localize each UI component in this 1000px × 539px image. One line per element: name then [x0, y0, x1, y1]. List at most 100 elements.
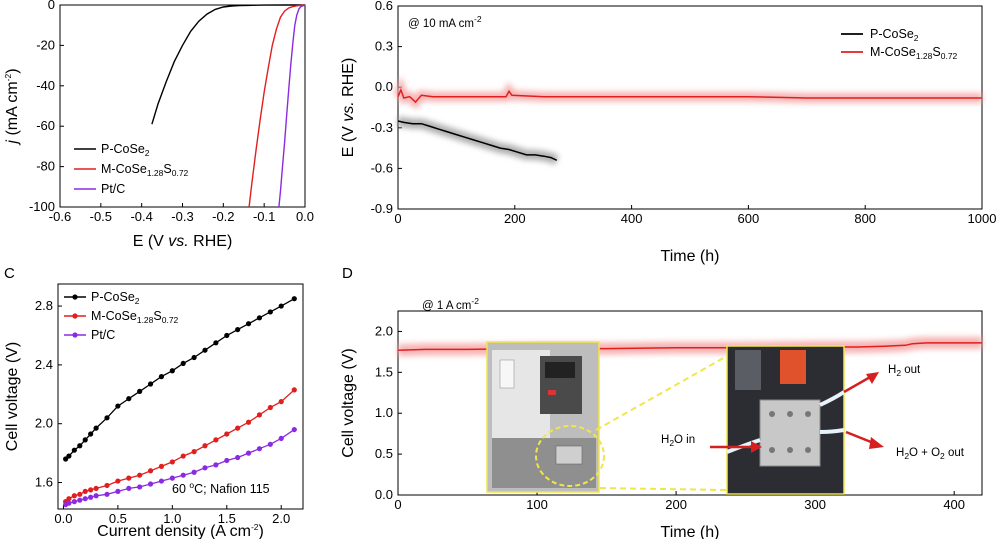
x-tick-label: 0	[394, 211, 401, 226]
data-point-p_cose2	[71, 447, 77, 453]
legend-marker-pt_c	[72, 332, 78, 338]
series-line-m_cose	[397, 87, 982, 104]
x-tick-label: -0.2	[212, 209, 234, 224]
legend-label: Pt/C	[91, 328, 115, 342]
panel-c-cell-voltage-chart: 0.0 0.5 1.0 1.5 2.0 1.6 2.0 2.4 2.8 Current densi…	[4, 283, 304, 539]
label-h2o-o2-out: H2O + O2 out	[896, 447, 965, 461]
data-point-m_cose	[278, 399, 284, 405]
arrow-h2o-o2-out	[845, 430, 884, 449]
y-tick-label: 2.0	[35, 416, 53, 431]
x-tick-label: 400	[621, 211, 643, 226]
data-point-p_cose2	[191, 354, 197, 361]
data-point-pt_c	[93, 493, 99, 499]
data-point-m_cose	[104, 482, 110, 489]
panel-b-stability-chart: 0 200 400 600 800 1000 0.6 0.3 0.0 -0.3 -0.6 -0.9 Ti…	[340, 0, 996, 265]
inset-zoom-line-top	[595, 355, 728, 431]
x-tick-label: 0	[394, 497, 401, 512]
y-tick-label: 0.0	[375, 79, 393, 94]
x-tick-label: 600	[738, 211, 760, 226]
data-point-m_cose	[213, 437, 219, 443]
data-point-m_cose	[126, 475, 132, 481]
data-point-pt_c	[191, 469, 197, 475]
data-point-pt_c	[180, 472, 186, 478]
panel-label-c: C	[4, 265, 15, 282]
x-axis-label: Time (h)	[661, 248, 720, 265]
y-tick-label: 0.3	[375, 39, 393, 54]
legend-marker-p_cose2	[72, 294, 78, 300]
annotation-current-density: @ 10 mA cm-2	[408, 14, 482, 30]
x-tick-label: 1000	[968, 211, 997, 226]
y-axis-label: E (V vs. RHE)	[340, 58, 357, 158]
plot-frame	[57, 283, 304, 510]
legend-label: Pt/C	[101, 182, 125, 196]
series-line-p_cose2	[151, 4, 305, 125]
data-point-m_cose	[267, 404, 273, 411]
x-axis-label: Time (h)	[661, 524, 720, 539]
inset-zoom-line-bottom	[599, 487, 728, 491]
legend-marker-m_cose	[72, 313, 78, 319]
x-tick-label: 300	[804, 497, 826, 512]
y-tick-label: 1.6	[35, 475, 53, 490]
data-point-m_cose	[224, 431, 230, 437]
panel-label-d: D	[342, 265, 353, 282]
y-tick-label: -0.6	[371, 160, 393, 175]
data-point-pt_c	[169, 475, 175, 481]
data-point-m_cose	[158, 463, 165, 469]
x-tick-label: 100	[526, 497, 548, 512]
data-point-pt_c	[245, 450, 252, 456]
data-point-p_cose2	[137, 388, 143, 394]
data-point-pt_c	[71, 499, 77, 505]
arrow-h2o-in	[710, 441, 762, 453]
data-point-pt_c	[256, 446, 263, 452]
legend-label: P-CoSe2​	[870, 27, 919, 43]
x-tick-label: 800	[854, 211, 876, 226]
data-point-p_cose2	[180, 360, 186, 367]
x-tick-label: 0.0	[296, 209, 314, 224]
data-point-pt_c	[66, 500, 72, 506]
y-tick-label: -40	[36, 78, 55, 93]
y-tick-label: -60	[36, 118, 55, 133]
data-point-pt_c	[88, 494, 94, 500]
data-point-p_cose2	[88, 431, 94, 437]
data-point-pt_c	[115, 488, 121, 494]
data-point-p_cose2	[245, 321, 252, 327]
data-point-m_cose	[235, 425, 241, 431]
data-point-p_cose2	[169, 368, 175, 374]
data-point-m_cose	[191, 449, 197, 455]
y-tick-label: 1.0	[375, 405, 393, 420]
data-point-m_cose	[169, 459, 175, 465]
data-point-p_cose2	[147, 381, 154, 387]
legend-label: P-CoSe2​	[91, 290, 140, 306]
data-point-pt_c	[202, 465, 208, 471]
data-point-pt_c	[267, 441, 273, 447]
data-point-m_cose	[66, 496, 72, 502]
panel-a-polarization-chart: -0.6 -0.5 -0.4 -0.3 -0.2 -0.1 0.0 0 -20 -40 -60 -80…	[3, 0, 314, 250]
data-point-p_cose2	[278, 303, 284, 309]
data-point-pt_c	[278, 435, 284, 442]
data-point-m_cose	[82, 488, 88, 494]
y-tick-label: -100	[29, 199, 55, 214]
label-h2o-in: H2O in	[661, 434, 695, 448]
inset-photo-setup	[486, 341, 605, 493]
data-point-m_cose	[202, 443, 208, 449]
data-point-p_cose2	[202, 347, 208, 353]
legend-label: P-CoSe2​	[101, 142, 150, 158]
data-point-m_cose	[137, 472, 143, 478]
data-point-p_cose2	[126, 396, 132, 402]
x-axis-label: E (V vs. RHE)	[133, 233, 233, 250]
x-axis-label: Current density (A cm-2)	[97, 522, 264, 539]
x-tick-label: -0.4	[130, 209, 152, 224]
data-point-pt_c	[158, 478, 165, 484]
y-tick-label: 0.6	[375, 0, 393, 13]
x-tick-label: 200	[504, 211, 526, 226]
series-line-pt_c	[278, 4, 306, 208]
data-point-pt_c	[77, 497, 83, 503]
data-point-m_cose	[147, 468, 154, 474]
series-line-p_cose2	[397, 120, 558, 161]
data-point-p_cose2	[267, 309, 273, 315]
x-tick-label: 1.5	[218, 511, 236, 526]
data-point-pt_c	[224, 457, 230, 464]
data-point-p_cose2	[213, 340, 219, 346]
y-tick-label: 2.8	[35, 298, 53, 313]
